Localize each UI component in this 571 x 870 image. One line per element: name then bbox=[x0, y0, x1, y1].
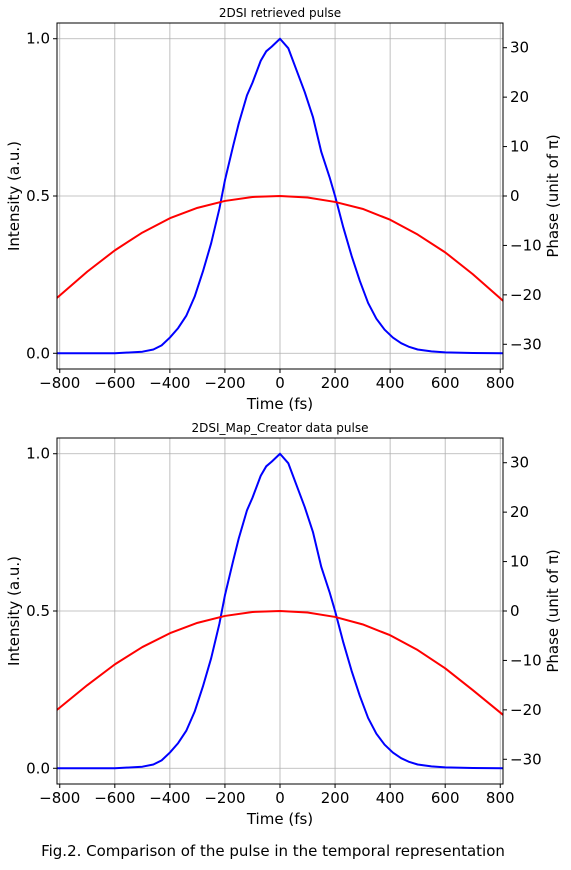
y2-tick-label: −10 bbox=[510, 236, 542, 254]
x-tick-label: 0 bbox=[275, 374, 285, 392]
series-line-intensity bbox=[57, 452, 504, 770]
x-tick-label: −600 bbox=[94, 789, 135, 807]
y-axis-label: Intensity (a.u.) bbox=[5, 141, 23, 251]
y2-axis-label: Phase (unit of π) bbox=[544, 549, 562, 672]
chart-title: 2DSI retrieved pulse bbox=[219, 6, 341, 20]
x-tick-label: 600 bbox=[431, 789, 460, 807]
y-tick-label: 0.0 bbox=[26, 759, 50, 777]
y2-tick-label: −30 bbox=[510, 335, 542, 353]
x-tick-label: 400 bbox=[376, 374, 405, 392]
x-tick-label: 400 bbox=[376, 789, 405, 807]
y-tick-label: 1.0 bbox=[26, 445, 50, 463]
y-tick-label: 0.0 bbox=[26, 344, 50, 362]
y2-tick-label: 0 bbox=[510, 602, 520, 620]
y-tick-label: 1.0 bbox=[26, 30, 50, 48]
y2-tick-label: 10 bbox=[510, 553, 529, 571]
chart-retrieved-pulse: −800 −600 −400 −200 0 200 400 600 8000.00.51.0−3… bbox=[5, 6, 562, 413]
x-tick-label: −400 bbox=[149, 789, 190, 807]
y2-tick-label: −10 bbox=[510, 651, 542, 669]
x-axis-label: Time (fs) bbox=[246, 810, 313, 828]
x-tick-label: 200 bbox=[321, 789, 350, 807]
y-tick-label: 0.5 bbox=[26, 602, 50, 620]
x-tick-label: −400 bbox=[149, 374, 190, 392]
chart-map-creator-pulse: −800 −600 −400 −200 0 200 400 600 8000.00.51.0−3… bbox=[5, 421, 562, 828]
x-tick-label: 800 bbox=[486, 789, 515, 807]
x-tick-label: 200 bbox=[321, 374, 350, 392]
x-tick-label: 600 bbox=[431, 374, 460, 392]
x-tick-label: 800 bbox=[486, 374, 515, 392]
x-tick-label: 0 bbox=[275, 789, 285, 807]
series-line-intensity bbox=[57, 37, 504, 355]
y2-tick-label: −20 bbox=[510, 701, 542, 719]
y-axis-label: Intensity (a.u.) bbox=[5, 556, 23, 666]
figure-caption: Fig.2. Comparison of the pulse in the te… bbox=[41, 842, 505, 860]
x-tick-label: −200 bbox=[204, 374, 245, 392]
y2-tick-label: −30 bbox=[510, 750, 542, 768]
x-tick-label: −800 bbox=[39, 789, 80, 807]
y2-tick-label: 0 bbox=[510, 187, 520, 205]
x-tick-label: −200 bbox=[204, 789, 245, 807]
y2-tick-label: 20 bbox=[510, 88, 529, 106]
y2-tick-label: −20 bbox=[510, 286, 542, 304]
x-tick-label: −800 bbox=[39, 374, 80, 392]
y2-tick-label: 20 bbox=[510, 503, 529, 521]
y2-tick-label: 10 bbox=[510, 138, 529, 156]
y2-tick-label: 30 bbox=[510, 454, 529, 472]
x-tick-label: −600 bbox=[94, 374, 135, 392]
series-line-phase bbox=[56, 610, 504, 716]
chart-title: 2DSI_Map_Creator data pulse bbox=[192, 421, 369, 435]
y2-tick-label: 30 bbox=[510, 39, 529, 57]
series-line-phase bbox=[56, 195, 504, 302]
y-tick-label: 0.5 bbox=[26, 187, 50, 205]
y2-axis-label: Phase (unit of π) bbox=[544, 134, 562, 257]
x-axis-label: Time (fs) bbox=[246, 395, 313, 413]
